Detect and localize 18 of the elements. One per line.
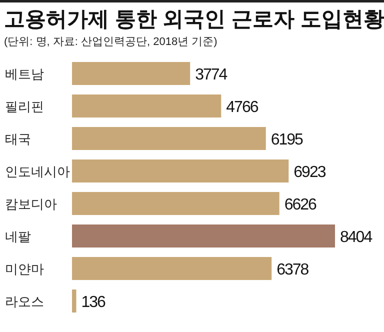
title: 고용허가제 통한 외국인 근로자 도입현황 xyxy=(4,8,384,31)
data-label: 4766 xyxy=(226,99,258,116)
subtitle: (단위: 명, 자료: 산업인력공단, 2018년 기준) xyxy=(4,36,218,48)
category-label: 미얀마 xyxy=(5,262,44,276)
category-label: 인도네시아 xyxy=(5,164,70,179)
data-label: 6195 xyxy=(270,132,302,148)
category-label: 필리핀 xyxy=(5,99,44,114)
category-label: 라오스 xyxy=(5,294,44,309)
data-label: 3774 xyxy=(195,66,227,84)
data-label: 6626 xyxy=(284,196,316,214)
category-label: 태국 xyxy=(5,132,31,146)
data-label: 136 xyxy=(81,294,105,311)
data-label: 6923 xyxy=(294,164,326,181)
category-label: 네팔 xyxy=(5,229,31,244)
data-label: 6378 xyxy=(276,262,308,278)
category-label: 베트남 xyxy=(5,66,44,82)
category-label: 캄보디아 xyxy=(5,196,57,212)
data-label: 8404 xyxy=(340,229,372,246)
